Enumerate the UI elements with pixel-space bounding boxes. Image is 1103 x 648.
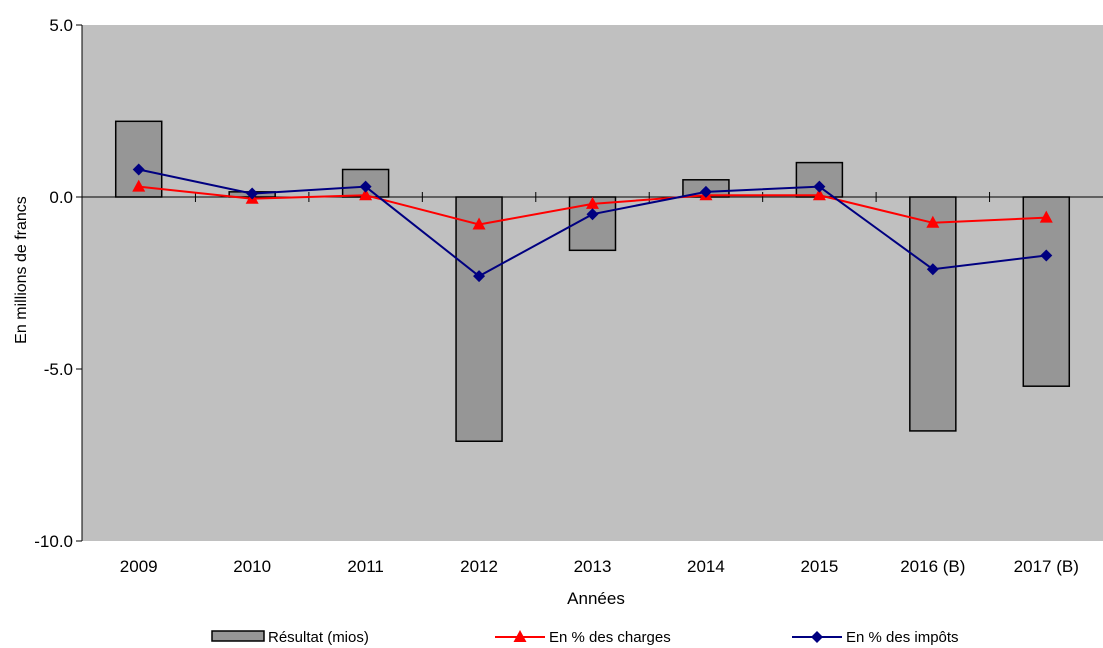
series-1-point: [472, 217, 486, 230]
x-tick-label: 2016 (B): [900, 557, 965, 576]
x-tick-label: 2015: [800, 557, 838, 576]
x-tick-label: 2010: [233, 557, 271, 576]
legend-label-line-1: En % des charges: [549, 629, 671, 646]
y-ticks: 5.0 0.0 -5.0 -10.0: [34, 16, 82, 551]
bar-2012: [455, 196, 503, 442]
x-tick-label: 2017 (B): [1014, 557, 1079, 576]
lines-layer: [132, 163, 1053, 283]
x-tick-label: 2011: [347, 557, 384, 576]
legend-label-line-2: En % des impôts: [846, 629, 959, 646]
series-2-point: [926, 263, 939, 276]
legend: Résultat (mios) En % des charges En % des …: [211, 629, 959, 646]
legend-marker-1: [513, 630, 527, 642]
series-2-point: [813, 180, 826, 193]
series-2-point: [1040, 249, 1053, 262]
y-axis-title: En millions de francs: [13, 196, 30, 344]
x-tick-label: 2013: [574, 557, 612, 576]
legend-swatch-bar: [211, 630, 265, 642]
series-2-point: [699, 185, 712, 198]
x-tick-label: 2012: [460, 557, 498, 576]
series-2-point: [132, 163, 145, 176]
series-1-point: [1039, 210, 1053, 223]
bar-2016-B: [909, 196, 957, 432]
series-2-point: [359, 180, 372, 193]
legend-label-bar: Résultat (mios): [268, 629, 369, 646]
y-tick-label: 0.0: [49, 188, 73, 207]
series-1-point: [359, 188, 373, 201]
series-1-point: [926, 215, 940, 228]
series-1-point: [812, 188, 826, 201]
x-tick-labels: 2009 2010 2011 2012 2013 2014 2015 2016 (B) 2017…: [120, 557, 1079, 576]
bar-2017-B: [1022, 196, 1071, 387]
x-tick-label: 2014: [687, 557, 725, 576]
legend-marker-2: [811, 631, 823, 643]
series-2-point: [586, 208, 599, 221]
series-1-point: [586, 196, 599, 209]
y-tick-label: 5.0: [49, 16, 73, 35]
x-tick-label: 2009: [120, 557, 158, 576]
y-tick-label: -5.0: [44, 360, 73, 379]
y-tick-label: -10.0: [34, 532, 73, 551]
bars-layer: [114, 120, 1071, 442]
x-axis-title: Années: [567, 589, 625, 608]
series-2-point: [473, 270, 486, 283]
series-1-point: [132, 179, 146, 192]
series-2-point: [246, 187, 259, 200]
